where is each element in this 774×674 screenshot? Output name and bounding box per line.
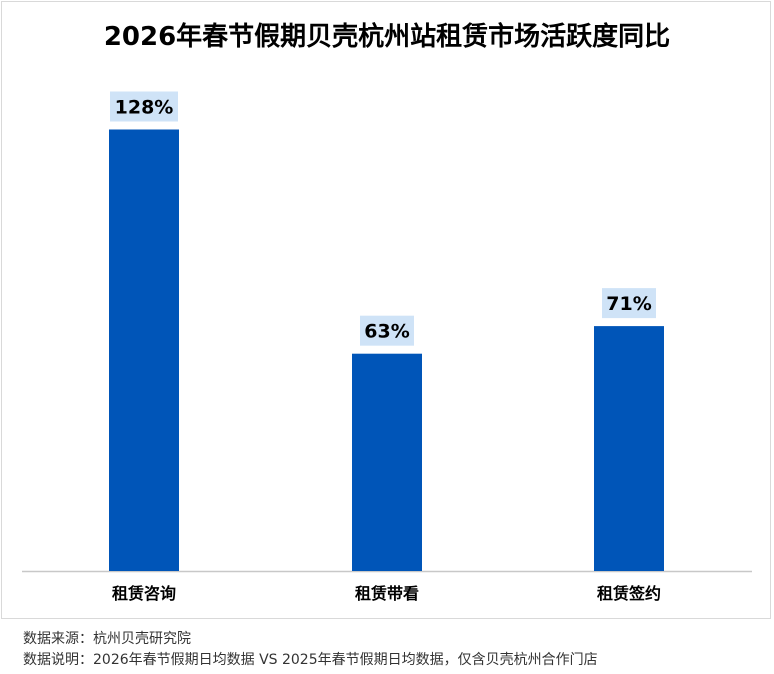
data-label-3: 71% [606,293,651,315]
category-label-3: 租赁签约 [597,584,661,603]
data-label-bg-1 [110,91,178,122]
data-label-1: 128% [115,96,174,118]
data-label-bg-3 [602,288,656,319]
bar-2 [352,353,422,571]
bar-chart: 128% 租赁咨询 63% 租赁带看 71% 租赁签约 [22,91,752,603]
chart-title: 2026年春节假期贝壳杭州站租赁市场活跃度同比 [103,22,671,52]
category-label-2: 租赁带看 [355,584,419,603]
data-label-2: 63% [364,321,409,343]
data-label-bg-2 [360,315,414,346]
category-label-1: 租赁咨询 [112,584,176,603]
data-description-note: 数据说明：2026年春节假期日均数据 VS 2025年春节假期日均数据，仅含贝壳… [23,652,598,668]
bar-1 [109,129,179,572]
bar-3 [594,326,664,571]
data-source-note: 数据来源：杭州贝壳研究院 [23,631,191,647]
